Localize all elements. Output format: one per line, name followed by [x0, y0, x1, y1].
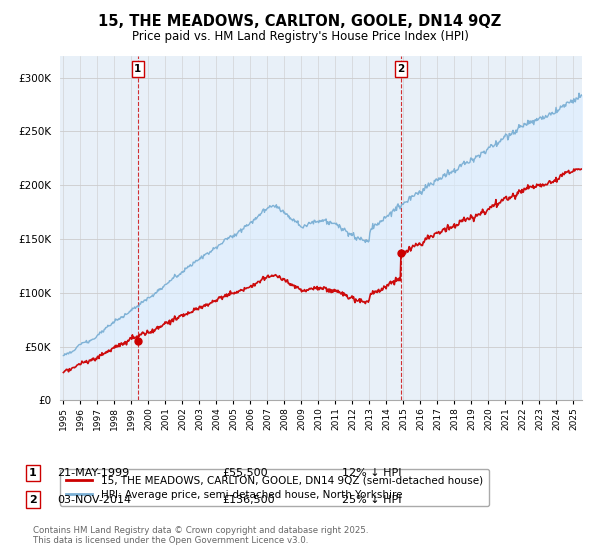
Text: 15, THE MEADOWS, CARLTON, GOOLE, DN14 9QZ: 15, THE MEADOWS, CARLTON, GOOLE, DN14 9Q… [98, 14, 502, 29]
Text: 1: 1 [134, 64, 142, 74]
Text: 12% ↓ HPI: 12% ↓ HPI [342, 468, 401, 478]
Text: £136,500: £136,500 [222, 494, 275, 505]
Text: 03-NOV-2014: 03-NOV-2014 [57, 494, 131, 505]
Text: 2: 2 [29, 494, 37, 505]
Text: 2: 2 [397, 64, 404, 74]
Legend: 15, THE MEADOWS, CARLTON, GOOLE, DN14 9QZ (semi-detached house), HPI: Average pr: 15, THE MEADOWS, CARLTON, GOOLE, DN14 9Q… [60, 469, 489, 506]
Text: Contains HM Land Registry data © Crown copyright and database right 2025.
This d: Contains HM Land Registry data © Crown c… [33, 526, 368, 545]
Text: 21-MAY-1999: 21-MAY-1999 [57, 468, 129, 478]
Text: Price paid vs. HM Land Registry's House Price Index (HPI): Price paid vs. HM Land Registry's House … [131, 30, 469, 43]
Text: £55,500: £55,500 [222, 468, 268, 478]
Text: 1: 1 [29, 468, 37, 478]
Text: 25% ↓ HPI: 25% ↓ HPI [342, 494, 401, 505]
